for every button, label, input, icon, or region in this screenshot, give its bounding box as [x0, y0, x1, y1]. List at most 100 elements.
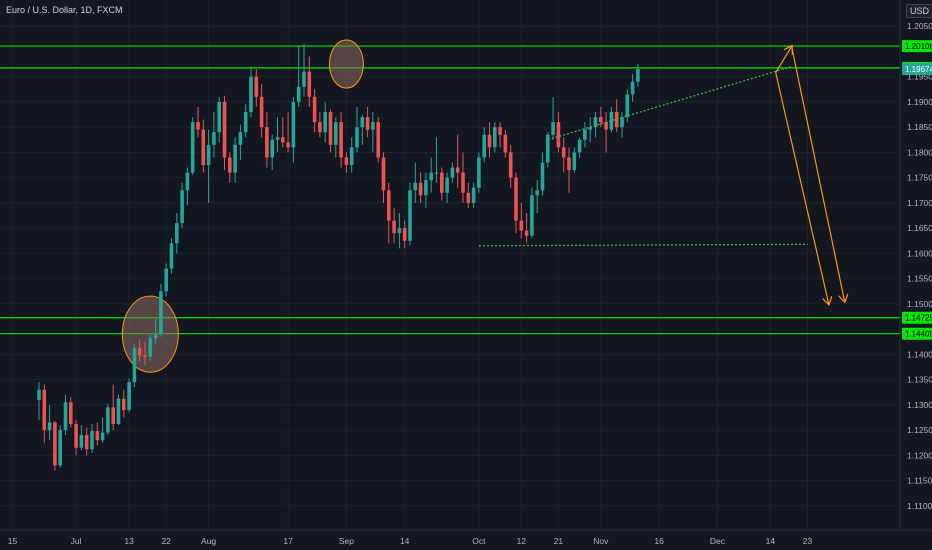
- trendline-dotted: [478, 243, 808, 247]
- candle: [100, 417, 105, 443]
- projection-arrows: [775, 46, 845, 303]
- candle-body: [127, 382, 131, 410]
- candle-body: [296, 86, 301, 102]
- candle-body: [228, 157, 232, 173]
- candle: [387, 182, 391, 244]
- candle: [259, 84, 264, 138]
- candle-body: [254, 76, 259, 97]
- candle-body: [392, 220, 396, 234]
- candle-body: [524, 230, 529, 236]
- candle: [185, 167, 190, 206]
- candle: [583, 122, 587, 148]
- candle: [243, 104, 248, 138]
- candle-body: [233, 144, 237, 173]
- candle-body: [614, 112, 619, 128]
- candle-body: [95, 431, 100, 441]
- highlight-circle: [328, 39, 364, 89]
- x-tick-label: 21: [554, 536, 564, 546]
- level-badge-label: 1.14725: [905, 314, 932, 323]
- horizontal-levels: [0, 45, 900, 335]
- candle-body: [74, 424, 78, 448]
- candle-body: [387, 190, 391, 221]
- candle: [424, 172, 428, 208]
- candle-body: [429, 172, 433, 181]
- candle-body: [302, 71, 306, 87]
- candle-body: [286, 142, 290, 148]
- candle-body: [281, 137, 285, 143]
- candle-body: [508, 152, 513, 178]
- y-tick-label: 1.15000: [907, 299, 932, 309]
- candle: [69, 397, 73, 428]
- candle-body: [397, 228, 402, 234]
- x-tick-label: 23: [803, 536, 813, 546]
- y-tick-label: 1.16000: [907, 248, 932, 258]
- candle-body: [498, 127, 502, 135]
- candle-body: [471, 187, 476, 203]
- candle: [137, 339, 142, 362]
- grid: [0, 0, 900, 530]
- candle: [413, 162, 418, 203]
- candle: [334, 117, 338, 158]
- candle-body: [164, 268, 168, 292]
- candle: [37, 382, 41, 420]
- candle-body: [259, 96, 264, 128]
- candle: [249, 66, 253, 118]
- x-tick-label: 22: [161, 536, 171, 546]
- level-badge-bg: [902, 40, 932, 53]
- candle: [461, 152, 465, 203]
- candle: [471, 182, 476, 208]
- candle: [296, 46, 301, 107]
- candle-body: [116, 398, 121, 425]
- candle: [344, 152, 349, 173]
- candle-body: [275, 137, 280, 140]
- candle: [593, 112, 598, 138]
- candle: [360, 114, 365, 145]
- candle: [371, 112, 375, 153]
- candle: [551, 96, 555, 140]
- candle: [355, 106, 359, 153]
- candle-body: [169, 243, 174, 269]
- candle-body: [577, 139, 582, 153]
- candle: [493, 122, 497, 153]
- candle-body: [344, 157, 349, 166]
- time-axis[interactable]: 15 Jul 13 22 Aug 17 Sep 14 Oct 12 21 Nov 16 Dec 14 23: [8, 536, 813, 546]
- candle: [561, 137, 566, 173]
- candle: [487, 122, 492, 158]
- chart-title: Euro / U.S. Dollar, 1D, FXCM: [6, 5, 123, 15]
- candle-body: [243, 112, 248, 133]
- candle: [127, 378, 131, 413]
- candle: [79, 425, 84, 451]
- candle: [397, 212, 402, 249]
- candle: [323, 101, 327, 143]
- candle: [636, 64, 640, 87]
- candle-body: [477, 157, 481, 188]
- candle: [577, 137, 582, 158]
- candle-body: [334, 122, 338, 145]
- candle-body: [190, 122, 195, 173]
- candle: [408, 182, 412, 246]
- x-tick-label: Nov: [593, 536, 609, 546]
- x-tick-label: 17: [283, 536, 293, 546]
- candle-body: [222, 101, 227, 158]
- highlight-circles: [121, 39, 364, 373]
- candle-body: [201, 129, 206, 166]
- candle: [42, 384, 47, 443]
- candle-body: [572, 152, 577, 171]
- candle-body: [206, 144, 211, 166]
- currency-button[interactable]: USD: [906, 4, 932, 18]
- price-axis[interactable]: 1.20500 1.19500 1.19000 1.18500 1.18000 1.175…: [0, 0, 932, 531]
- level-badge-label: 1.14409: [905, 330, 932, 339]
- candle: [482, 127, 486, 163]
- candle: [381, 152, 386, 203]
- candle-body: [630, 81, 635, 95]
- candle-body: [69, 402, 73, 425]
- candle-body: [180, 190, 184, 224]
- candle-body: [593, 117, 598, 128]
- candle: [503, 129, 508, 158]
- candle-body: [185, 172, 190, 191]
- candle-body: [217, 101, 221, 133]
- candle: [376, 117, 380, 163]
- candle-body: [487, 134, 492, 148]
